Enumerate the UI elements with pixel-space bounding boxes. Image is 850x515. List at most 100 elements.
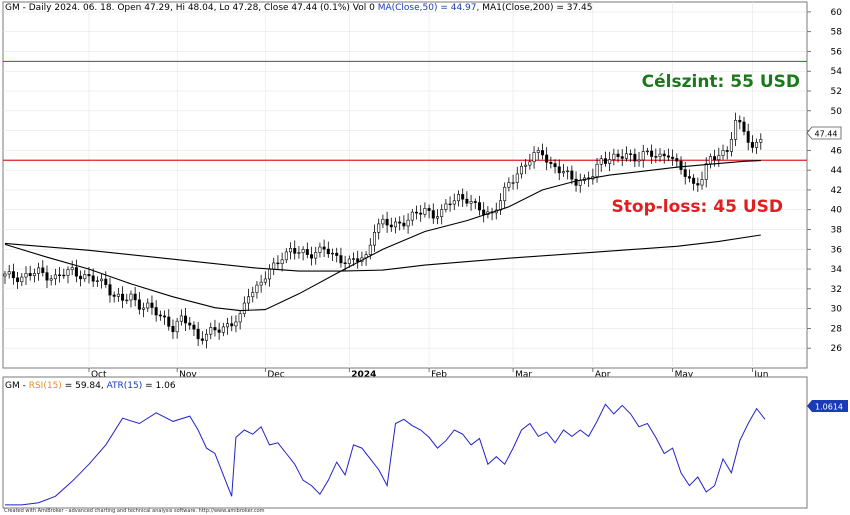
candle-body bbox=[238, 313, 242, 323]
candle-body bbox=[188, 322, 192, 326]
candle-body bbox=[683, 169, 687, 177]
y-tick-label: 40 bbox=[831, 206, 843, 216]
y-tick-label: 50 bbox=[831, 107, 843, 117]
candle-body bbox=[242, 302, 246, 315]
candle-body bbox=[389, 224, 393, 228]
candle-body bbox=[158, 314, 162, 317]
y-tick-label: 34 bbox=[831, 265, 843, 275]
candle-body bbox=[641, 151, 645, 161]
candle-body bbox=[125, 299, 129, 302]
candle-body bbox=[398, 221, 402, 224]
candle-body bbox=[473, 201, 477, 203]
indicator-panel-frame bbox=[2, 376, 808, 509]
target-label: Célszint: 55 USD bbox=[642, 72, 800, 92]
candle-body bbox=[414, 211, 418, 214]
candle-body bbox=[221, 326, 225, 333]
last-price-badge: 47.44 bbox=[806, 126, 842, 140]
candle-body bbox=[66, 269, 70, 276]
candle-body bbox=[759, 139, 763, 143]
candle-body bbox=[595, 163, 599, 177]
candle-body bbox=[150, 302, 154, 308]
candle-body bbox=[347, 258, 351, 264]
candle-body bbox=[410, 211, 414, 221]
candle-body bbox=[671, 156, 675, 159]
candle-body bbox=[528, 161, 532, 166]
x-tick-label: Nov bbox=[179, 370, 197, 380]
candle-body bbox=[284, 251, 288, 261]
candle-body bbox=[200, 338, 204, 341]
atr-value-badge-text: 1.0614 bbox=[815, 403, 843, 412]
candle-body bbox=[750, 142, 754, 148]
candle-body bbox=[608, 159, 612, 164]
candle-body bbox=[7, 271, 11, 275]
candle-body bbox=[561, 171, 565, 174]
candle-body bbox=[79, 275, 83, 280]
candle-body bbox=[137, 299, 141, 310]
x-tick-label: Jun bbox=[753, 370, 768, 380]
candle-body bbox=[507, 182, 511, 188]
candle-body bbox=[335, 252, 339, 256]
candle-body bbox=[385, 218, 389, 226]
x-tick-label: Feb bbox=[431, 370, 447, 380]
y-tick-label: 52 bbox=[831, 87, 842, 97]
candle-body bbox=[293, 248, 297, 254]
atr-value-badge: 1.0614 bbox=[807, 400, 848, 412]
candle-body bbox=[444, 203, 448, 210]
candle-body bbox=[343, 262, 347, 264]
candle-body bbox=[465, 198, 469, 204]
candle-body bbox=[209, 327, 213, 335]
candle-body bbox=[603, 158, 607, 164]
candle-body bbox=[452, 200, 456, 205]
candle-body bbox=[272, 262, 276, 270]
candle-body bbox=[167, 316, 171, 327]
candle-body bbox=[259, 281, 263, 286]
candle-body bbox=[339, 255, 343, 264]
candle-body bbox=[570, 170, 574, 180]
candle-body bbox=[704, 163, 708, 180]
candle-body bbox=[280, 259, 284, 264]
candle-body bbox=[645, 150, 649, 153]
candle-body bbox=[95, 280, 99, 282]
price-grid bbox=[3, 11, 807, 349]
candle-body bbox=[356, 258, 360, 262]
candle-body bbox=[16, 277, 20, 283]
candle-body bbox=[734, 119, 738, 140]
candle-body bbox=[289, 248, 293, 253]
candle-body bbox=[74, 267, 78, 277]
candle-body bbox=[28, 273, 32, 276]
candle-body bbox=[322, 246, 326, 250]
candle-body bbox=[746, 131, 750, 143]
candle-body bbox=[62, 274, 66, 277]
candle-body bbox=[58, 274, 62, 277]
candle-body bbox=[612, 153, 616, 160]
candle-body bbox=[49, 278, 53, 281]
candle-body bbox=[104, 278, 108, 285]
stop-loss-label: Stop-loss: 45 USD bbox=[612, 197, 783, 217]
last-price-badge-text: 47.44 bbox=[815, 130, 838, 139]
candle-body bbox=[24, 273, 28, 278]
candle-body bbox=[217, 329, 221, 333]
candle-body bbox=[226, 323, 230, 328]
candle-body bbox=[268, 268, 272, 280]
candle-body bbox=[738, 119, 742, 123]
candle-body bbox=[629, 153, 633, 155]
y-tick-label: 28 bbox=[831, 324, 843, 334]
candle-body bbox=[91, 275, 95, 282]
x-tick-label: 2024 bbox=[351, 370, 376, 380]
candle-body bbox=[41, 267, 45, 273]
candle-body bbox=[326, 248, 330, 255]
candle-body bbox=[624, 153, 628, 159]
candle-body bbox=[435, 216, 439, 219]
candle-body bbox=[721, 150, 725, 156]
price-header: GM - Daily 2024. 06. 18. Open 47.29, Hi … bbox=[5, 3, 593, 13]
candle-body bbox=[154, 307, 158, 316]
candle-body bbox=[230, 323, 234, 327]
candle-body bbox=[381, 218, 385, 225]
y-tick-label: 46 bbox=[831, 146, 843, 156]
x-tick-label: Oct bbox=[91, 370, 107, 380]
price-candles bbox=[3, 112, 763, 349]
candle-body bbox=[423, 208, 427, 215]
candle-body bbox=[654, 156, 658, 158]
candle-body bbox=[314, 252, 318, 259]
candle-body bbox=[755, 141, 759, 148]
